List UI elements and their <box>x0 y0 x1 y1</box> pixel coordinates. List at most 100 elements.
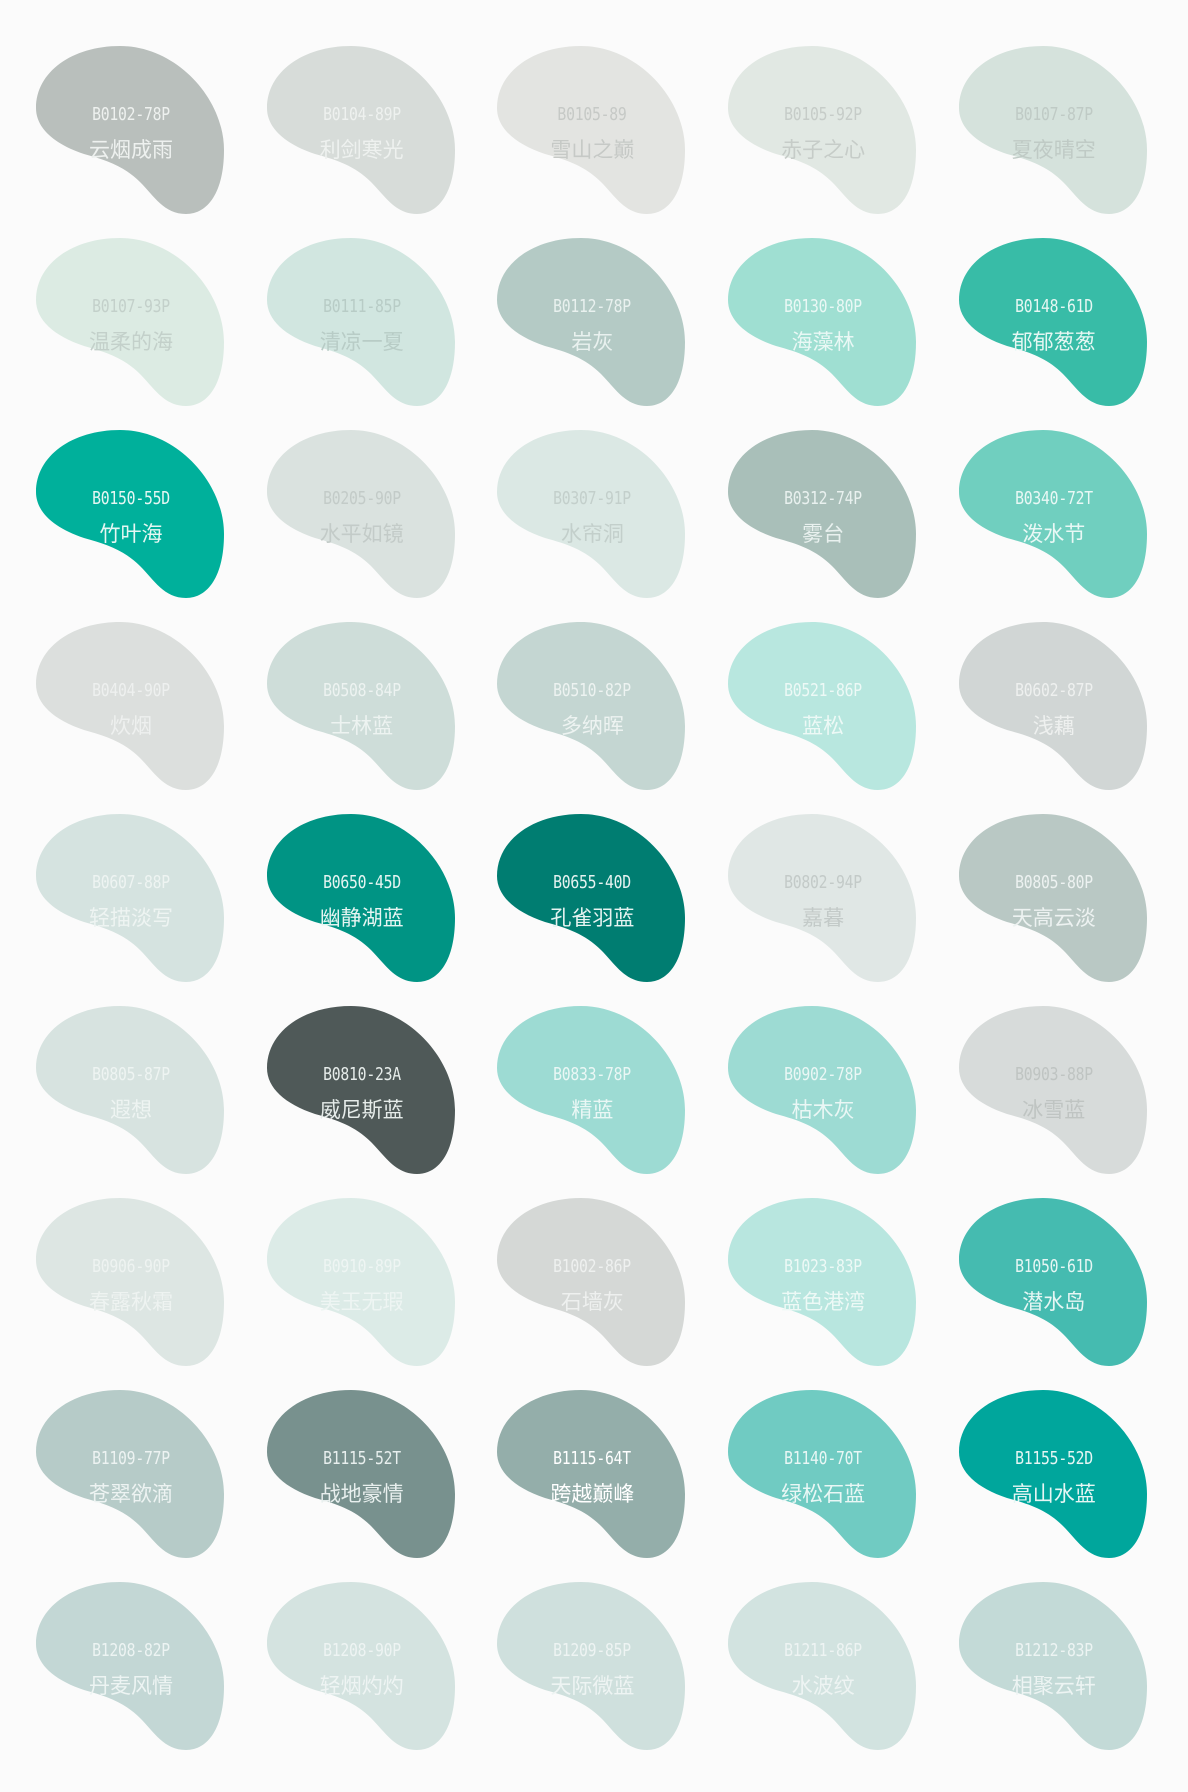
swatch-name: 天高云淡 <box>1011 906 1096 930</box>
swatch-name: 美玉无瑕 <box>319 1290 404 1314</box>
swatch-name: 遐想 <box>110 1098 152 1122</box>
color-swatch: B0112-78P 岩灰 <box>497 238 686 406</box>
swatch-code: B1208-90P <box>322 1640 401 1661</box>
swatch-code: B0810-23A <box>322 1064 401 1085</box>
swatch-blob <box>266 622 455 790</box>
swatch-name: 多纳晖 <box>560 714 624 738</box>
swatch-blob <box>266 238 455 406</box>
color-swatch: B0102-78P 云烟成雨 <box>36 46 224 214</box>
color-swatch: B0903-88P 冰雪蓝 <box>958 1006 1147 1174</box>
color-swatch: B0130-80P 海藻林 <box>728 238 917 406</box>
swatch-code: B0805-80P <box>1014 872 1093 893</box>
swatch-name: 蓝色港湾 <box>781 1290 866 1314</box>
color-swatch: B1050-61D 潜水岛 <box>958 1198 1147 1366</box>
swatch-name: 郁郁葱葱 <box>1011 330 1096 354</box>
swatch-name: 绿松石蓝 <box>781 1482 866 1506</box>
swatch-code: B0906-90P <box>92 1256 170 1277</box>
swatch-blob <box>497 1582 686 1750</box>
swatch-code: B0111-85P <box>322 296 401 317</box>
swatch-blob <box>36 430 224 598</box>
swatch-code: B1109-77P <box>92 1448 170 1469</box>
swatch-code: B0107-87P <box>1014 104 1093 125</box>
swatch-code: B0148-61D <box>1014 296 1093 317</box>
swatch-blob <box>266 1198 455 1366</box>
color-swatch: B0104-89P 利剑寒光 <box>266 46 455 214</box>
swatch-blob <box>958 430 1147 598</box>
swatch-name: 蓝松 <box>802 714 845 738</box>
swatch-blob <box>728 622 917 790</box>
swatch-blob <box>497 1006 686 1174</box>
swatch-blob <box>728 1006 917 1174</box>
color-swatch: B1155-52D 高山水蓝 <box>958 1390 1147 1558</box>
color-swatch: B0307-91P 水帘洞 <box>497 430 686 598</box>
swatch-code: B0902-78P <box>784 1064 862 1085</box>
swatch-code: B1140-70T <box>784 1448 862 1469</box>
color-swatch: B0650-45D 幽静湖蓝 <box>266 814 455 982</box>
swatch-code: B0650-45D <box>322 872 401 893</box>
swatch-code: B1212-83P <box>1014 1640 1093 1661</box>
swatch-blob <box>497 238 686 406</box>
swatch-name: 嘉暮 <box>802 906 845 930</box>
swatch-blob <box>728 1390 917 1558</box>
color-swatch: B1208-90P 轻烟灼灼 <box>266 1582 455 1750</box>
color-swatch: B0340-72T 泼水节 <box>958 430 1147 598</box>
swatch-blob <box>497 1390 686 1558</box>
swatch-name: 丹麦风情 <box>89 1674 173 1698</box>
swatch-name: 苍翠欲滴 <box>89 1482 173 1506</box>
swatch-blob <box>36 1198 224 1366</box>
swatch-name: 利剑寒光 <box>319 138 404 162</box>
swatch-blob <box>497 46 686 214</box>
swatch-name: 云烟成雨 <box>89 138 173 162</box>
swatch-blob <box>497 622 686 790</box>
swatch-name: 士林蓝 <box>330 714 394 738</box>
swatch-code: B0805-87P <box>92 1064 170 1085</box>
color-swatch: B1109-77P 苍翠欲滴 <box>36 1390 224 1558</box>
swatch-code: B1002-86P <box>553 1256 632 1277</box>
swatch-name: 竹叶海 <box>99 522 163 546</box>
color-swatch: B1209-85P 天际微蓝 <box>497 1582 686 1750</box>
color-swatch: B0150-55D 竹叶海 <box>36 430 224 598</box>
swatch-blob <box>266 430 455 598</box>
color-swatch: B0902-78P 枯木灰 <box>728 1006 917 1174</box>
color-swatch: B0107-87P 夏夜晴空 <box>958 46 1147 214</box>
swatch-blob <box>958 46 1147 214</box>
swatch-blob <box>266 1390 455 1558</box>
swatch-code: B0903-88P <box>1014 1064 1093 1085</box>
swatch-code: B0340-72T <box>1014 488 1093 509</box>
swatch-blob <box>958 238 1147 406</box>
swatch-name: 温柔的海 <box>89 330 173 354</box>
swatch-name: 水平如镜 <box>319 522 404 546</box>
swatch-code: B0312-74P <box>784 488 862 509</box>
swatch-code: B0307-91P <box>553 488 632 509</box>
swatch-name: 跨越巅峰 <box>550 1482 635 1506</box>
swatch-code: B0510-82P <box>553 680 632 701</box>
swatch-code: B1115-64T <box>553 1448 632 1469</box>
swatch-name: 战地豪情 <box>319 1482 404 1506</box>
swatch-name: 水波纹 <box>791 1674 855 1698</box>
color-swatch: B0148-61D 郁郁葱葱 <box>958 238 1147 406</box>
swatch-blob <box>36 238 224 406</box>
swatch-code: B0104-89P <box>322 104 401 125</box>
color-swatch: B0805-80P 天高云淡 <box>958 814 1147 982</box>
swatch-code: B0102-78P <box>92 104 170 125</box>
color-swatch: B1002-86P 石墙灰 <box>497 1198 686 1366</box>
swatch-blob <box>958 1582 1147 1750</box>
swatch-name: 雾台 <box>802 522 845 546</box>
swatch-blob <box>728 1582 917 1750</box>
swatch-blob <box>266 1006 455 1174</box>
swatch-code: B1115-52T <box>322 1448 401 1469</box>
swatch-blob <box>958 1006 1147 1174</box>
color-swatch: B0205-90P 水平如镜 <box>266 430 455 598</box>
color-swatch: B0521-86P 蓝松 <box>728 622 917 790</box>
swatch-name: 天际微蓝 <box>550 1674 635 1698</box>
swatch-code: B1023-83P <box>784 1256 862 1277</box>
swatch-blob <box>958 1198 1147 1366</box>
color-swatch: B1023-83P 蓝色港湾 <box>728 1198 917 1366</box>
swatch-name: 高山水蓝 <box>1011 1482 1096 1506</box>
swatch-name: 轻烟灼灼 <box>319 1674 404 1698</box>
swatch-name: 轻描淡写 <box>89 906 173 930</box>
swatch-name: 精蓝 <box>571 1098 614 1122</box>
swatch-blob <box>728 1198 917 1366</box>
color-swatch: B0312-74P 雾台 <box>728 430 917 598</box>
color-swatch: B0111-85P 清凉一夏 <box>266 238 455 406</box>
